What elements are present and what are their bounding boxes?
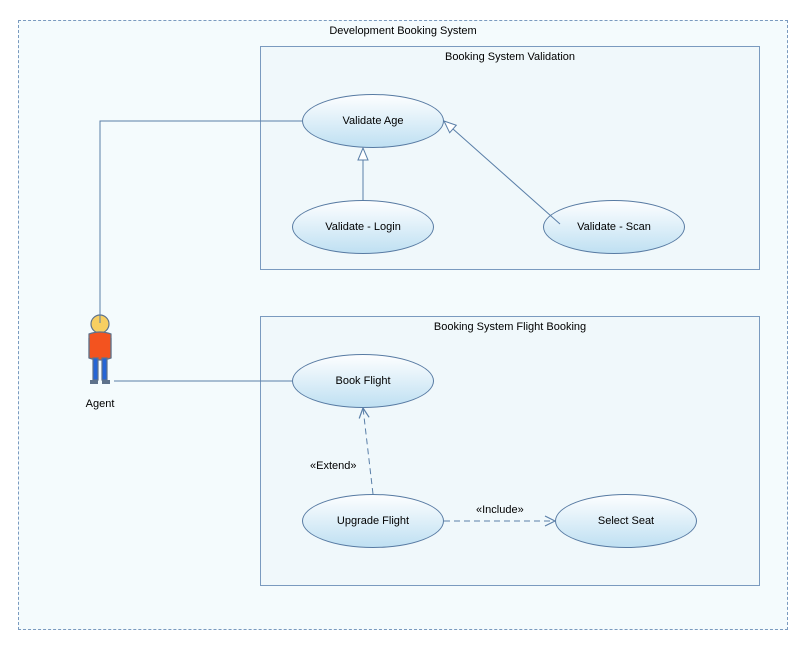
usecase-label: Validate - Login: [325, 221, 401, 233]
usecase-book-flight: Book Flight: [292, 354, 434, 408]
boundary-flight-title: Booking System Flight Booking: [434, 321, 586, 333]
usecase-label: Book Flight: [335, 375, 390, 387]
usecase-label: Upgrade Flight: [337, 515, 409, 527]
usecase-validate-scan: Validate - Scan: [543, 200, 685, 254]
usecase-label: Validate - Scan: [577, 221, 651, 233]
usecase-label: Select Seat: [598, 515, 654, 527]
edge-label-include: «Include»: [476, 504, 524, 516]
edge-label-extend: «Extend»: [310, 460, 356, 472]
usecase-label: Validate Age: [343, 115, 404, 127]
boundary-validation-title: Booking System Validation: [445, 51, 575, 63]
diagram-canvas: Development Booking System Booking Syste…: [0, 0, 807, 652]
usecase-upgrade-flight: Upgrade Flight: [302, 494, 444, 548]
actor-label: Agent: [82, 398, 118, 410]
boundary-outer-title: Development Booking System: [329, 25, 476, 37]
usecase-validate-age: Validate Age: [302, 94, 444, 148]
usecase-select-seat: Select Seat: [555, 494, 697, 548]
usecase-validate-login: Validate - Login: [292, 200, 434, 254]
